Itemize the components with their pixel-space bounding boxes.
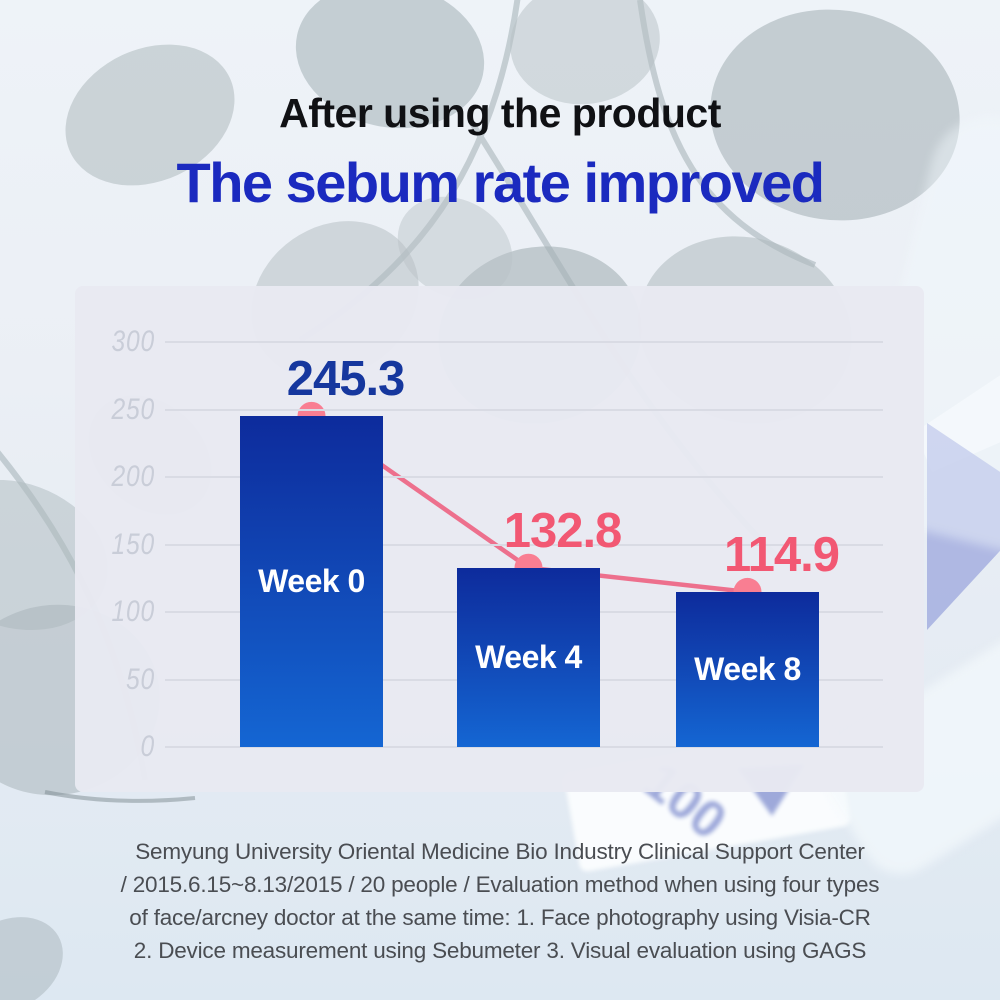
product-box-right (915, 375, 1000, 630)
bar-value-label: 132.8 (503, 503, 623, 558)
bar-value-label: 245.3 (286, 351, 406, 406)
bar-category-label: Week 0 (258, 563, 365, 600)
bar-category-label: Week 4 (475, 639, 582, 676)
bar-week-8 (676, 591, 819, 747)
bar-category-label: Week 8 (694, 651, 801, 688)
y-axis-tick-0: 0 (140, 730, 155, 763)
bar-value-label: 114.9 (724, 527, 840, 582)
footnote-line-1: Semyung University Oriental Medicine Bio… (135, 839, 865, 864)
footnote-line-4: 2. Device measurement using Sebumeter 3.… (133, 938, 867, 963)
y-axis-tick-250: 250 (111, 392, 155, 426)
gridline-300 (165, 341, 883, 343)
y-axis-tick-300: 300 (111, 325, 155, 358)
bar-week-4 (457, 567, 600, 747)
gridline-150 (165, 543, 883, 546)
y-axis-tick-200: 200 (111, 460, 155, 493)
footnote-line-2: / 2015.6.15~8.13/2015 / 20 people / Eval… (120, 872, 880, 897)
small-stem (44, 790, 196, 803)
bottle-glow (824, 116, 1000, 875)
bar-week-0 (240, 415, 383, 747)
study-footnote: Semyung University Oriental Medicine Bio… (0, 835, 1000, 967)
page-subtitle: The sebum rate improved (176, 151, 825, 214)
footnote-line-3: of face/arcney doctor at the same time: … (129, 905, 871, 930)
gridline-250 (165, 408, 883, 411)
gridline-200 (165, 476, 883, 478)
y-axis-tick-100: 100 (111, 595, 155, 628)
y-axis-tick-50: 50 (125, 662, 155, 696)
page-title: After using the product (279, 90, 721, 136)
sebum-rate-chart: 0 50 100 150 200 250 300 Week 0 245.3 Week 4 132.8… (75, 286, 924, 792)
gridline-0 (165, 746, 883, 748)
y-axis-tick-150: 150 (111, 527, 155, 561)
